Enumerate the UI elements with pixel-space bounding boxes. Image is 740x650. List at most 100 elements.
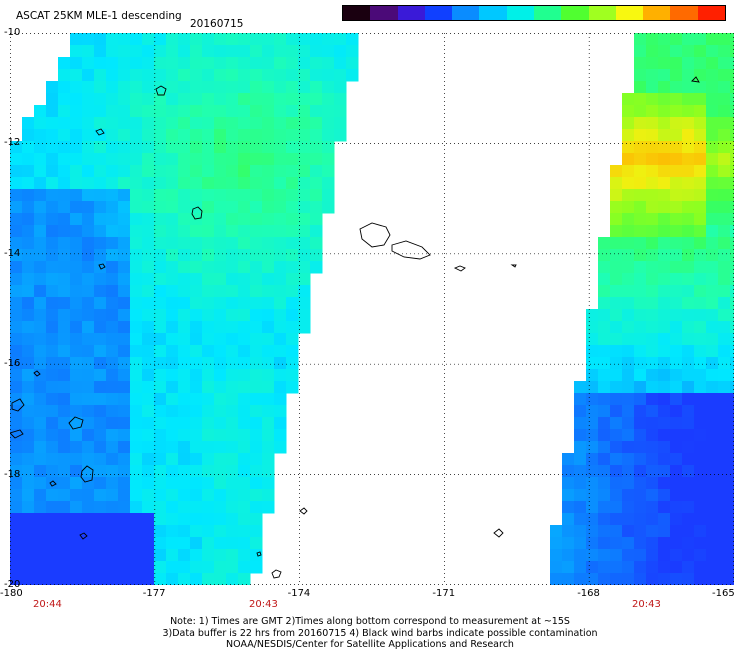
swath-cell: [82, 165, 95, 178]
swath-cell: [262, 189, 275, 202]
swath-cell: [190, 285, 203, 298]
swath-cell: [142, 81, 155, 94]
swath-cell: [634, 453, 647, 466]
swath-cell: [214, 477, 227, 490]
swath-cell: [250, 213, 263, 226]
swath-cell: [82, 429, 95, 442]
swath-cell: [574, 513, 587, 526]
swath-cell: [106, 381, 119, 394]
swath-cell: [682, 537, 695, 550]
swath-cell: [142, 537, 155, 550]
swath-cell: [190, 393, 203, 406]
swath-cell: [286, 273, 299, 286]
swath-cell: [214, 549, 227, 562]
swath-cell: [598, 513, 611, 526]
swath-cell: [670, 405, 683, 418]
swath-cell: [166, 405, 179, 418]
swath-cell: [70, 525, 83, 538]
swath-cell: [682, 453, 695, 466]
swath-cell: [202, 81, 215, 94]
swath-cell: [22, 525, 35, 538]
swath-cell: [178, 357, 191, 370]
swath-cell: [94, 177, 107, 190]
swath-cell: [214, 297, 227, 310]
swath-cell: [154, 33, 167, 46]
swath-cell: [238, 465, 251, 478]
swath-cell: [118, 513, 131, 526]
swath-cell: [166, 189, 179, 202]
swath-cell: [598, 537, 611, 550]
swath-cell: [658, 381, 671, 394]
swath-cell: [118, 273, 131, 286]
swath-cell: [274, 117, 287, 130]
swath-cell: [670, 69, 683, 82]
swath-cell: [706, 417, 719, 430]
swath-cell: [646, 285, 659, 298]
swath-cell: [718, 453, 731, 466]
swath-cell: [250, 489, 263, 502]
swath-cell: [22, 273, 35, 286]
swath-cell: [142, 549, 155, 562]
swath-cell: [694, 297, 707, 310]
swath-cell: [214, 525, 227, 538]
swath-cell: [730, 261, 734, 274]
swath-cell: [46, 153, 59, 166]
swath-cell: [274, 201, 287, 214]
swath-cell: [310, 201, 323, 214]
swath-cell: [622, 105, 635, 118]
swath-cell: [274, 141, 287, 154]
swath-cell: [670, 453, 683, 466]
swath-cell: [70, 441, 83, 454]
swath-cell: [694, 525, 707, 538]
swath-cell: [598, 393, 611, 406]
swath-cell: [262, 501, 275, 514]
swath-cell: [214, 213, 227, 226]
swath-cell: [34, 417, 47, 430]
swath-cell: [286, 213, 299, 226]
swath-cell: [634, 69, 647, 82]
pass-time-center: 20:43: [249, 599, 278, 610]
swath-cell: [22, 237, 35, 250]
swath-cell: [58, 189, 71, 202]
swath-cell: [166, 369, 179, 382]
swath-cell: [58, 93, 71, 106]
swath-cell: [262, 177, 275, 190]
swath-cell: [730, 189, 734, 202]
swath-cell: [694, 189, 707, 202]
swath-cell: [178, 417, 191, 430]
swath-cell: [70, 429, 83, 442]
swath-cell: [634, 225, 647, 238]
swath-cell: [154, 489, 167, 502]
swath-cell: [622, 153, 635, 166]
swath-cell: [670, 417, 683, 430]
swath-cell: [682, 225, 695, 238]
swath-cell: [586, 393, 599, 406]
swath-cell: [718, 45, 731, 58]
swath-cell: [46, 453, 59, 466]
swath-cell: [178, 153, 191, 166]
swath-cell: [214, 369, 227, 382]
swath-cell: [34, 549, 47, 562]
swath-cell: [226, 429, 239, 442]
swath-cell: [646, 345, 659, 358]
swath-cell: [238, 129, 251, 142]
swath-cell: [142, 153, 155, 166]
swath-cell: [94, 237, 107, 250]
swath-cell: [142, 369, 155, 382]
swath-cell: [46, 489, 59, 502]
swath-cell: [130, 309, 143, 322]
swath-cell: [718, 117, 731, 130]
swath-cell: [58, 345, 71, 358]
swath-cell: [610, 417, 623, 430]
swath-cell: [22, 465, 35, 478]
swath-cell: [238, 141, 251, 154]
swath-cell: [262, 45, 275, 58]
swath-cell: [250, 333, 263, 346]
swath-cell: [46, 573, 59, 585]
swath-cell: [154, 105, 167, 118]
swath-cell: [118, 297, 131, 310]
swath-cell: [550, 573, 563, 585]
swath-cell: [718, 153, 731, 166]
swath-cell: [682, 201, 695, 214]
swath-cell: [634, 117, 647, 130]
